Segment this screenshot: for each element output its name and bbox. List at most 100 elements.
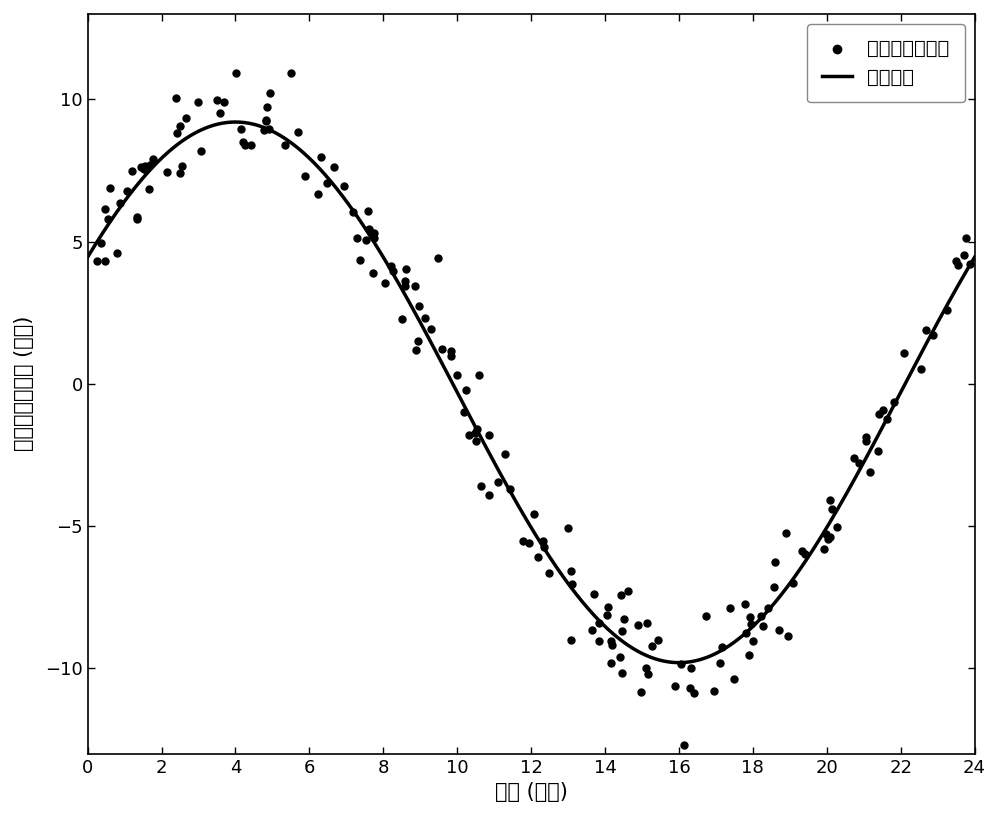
热变形定位误差 [613, 588, 629, 601]
热变形定位误差 [178, 112, 194, 125]
热变形定位误差 [172, 119, 188, 132]
拟合曲线 [473, 429, 485, 439]
拟合曲线 [969, 252, 981, 262]
拟合曲线 [692, 655, 704, 665]
热变形定位误差 [673, 658, 689, 671]
热变形定位误差 [620, 584, 636, 597]
热变形定位误差 [829, 521, 845, 534]
热变形定位误差 [712, 656, 728, 669]
热变形定位误差 [767, 556, 783, 569]
热变形定位误差 [521, 536, 537, 549]
热变形定位误差 [918, 324, 934, 337]
热变形定位误差 [846, 451, 862, 464]
热变形定位误差 [502, 482, 518, 495]
热变形定位误差 [145, 153, 161, 166]
热变形定位误差 [599, 609, 615, 622]
热变形定位误差 [319, 176, 335, 189]
热变形定位误差 [174, 159, 190, 172]
热变形定位误差 [871, 407, 887, 420]
热变形定位误差 [394, 313, 410, 326]
热变形定位误差 [497, 447, 513, 460]
热变形定位误差 [361, 222, 377, 235]
Legend: 热变形定位误差, 拟合曲线: 热变形定位误差, 拟合曲线 [807, 24, 965, 103]
热变形定位误差 [698, 610, 714, 623]
Line: 拟合曲线: 拟合曲线 [88, 122, 975, 663]
热变形定位误差 [603, 634, 619, 647]
热变形定位误差 [129, 211, 145, 224]
热变形定位误差 [469, 422, 485, 435]
热变形定位误差 [449, 369, 465, 382]
热变形定位误差 [956, 249, 972, 262]
热变形定位误差 [142, 158, 158, 171]
热变形定位误差 [129, 213, 145, 226]
热变形定位误差 [443, 344, 459, 357]
热变形定位误差 [237, 139, 253, 152]
热变形定位误差 [851, 456, 867, 469]
拟合曲线 [673, 658, 685, 667]
热变形定位误差 [563, 564, 579, 577]
热变形定位误差 [820, 532, 836, 545]
拟合曲线 [172, 139, 184, 149]
热变形定位误差 [283, 67, 299, 80]
热变形定位误差 [397, 274, 413, 287]
热变形定位误差 [755, 619, 771, 632]
热变形定位误差 [780, 630, 796, 643]
热变形定位误差 [235, 135, 251, 149]
热变形定位误差 [794, 544, 810, 557]
热变形定位误差 [461, 428, 477, 441]
热变形定位误差 [133, 160, 149, 173]
热变形定位误差 [297, 170, 313, 183]
拟合曲线 [441, 368, 453, 378]
拟合曲线 [82, 252, 94, 262]
热变形定位误差 [397, 279, 413, 292]
热变形定位误差 [714, 641, 730, 654]
热变形定位误差 [726, 672, 742, 685]
热变形定位误差 [722, 601, 738, 614]
热变形定位误差 [818, 528, 834, 541]
热变形定位误差 [824, 503, 840, 516]
热变形定位误差 [858, 431, 874, 444]
热变形定位误差 [737, 597, 753, 610]
热变形定位误差 [644, 640, 660, 653]
热变形定位误差 [243, 138, 259, 151]
热变形定位误差 [136, 162, 152, 175]
热变形定位误差 [481, 428, 497, 441]
热变形定位误差 [377, 276, 393, 289]
热变形定位误差 [785, 576, 801, 589]
热变形定位误差 [233, 122, 249, 135]
热变形定位误差 [366, 227, 382, 240]
拟合曲线 [775, 590, 787, 600]
热变形定位误差 [604, 638, 620, 651]
热变形定位误差 [816, 542, 832, 555]
热变形定位误差 [209, 93, 225, 106]
热变形定位误差 [349, 231, 365, 244]
热变形定位误差 [456, 406, 472, 419]
热变形定位误差 [256, 123, 272, 136]
热变形定位误差 [958, 231, 974, 244]
热变形定位误差 [141, 183, 157, 196]
热变形定位误差 [948, 255, 964, 268]
热变形定位误差 [950, 259, 966, 272]
热变形定位误差 [766, 580, 782, 593]
热变形定位误差 [259, 101, 275, 114]
热变形定位误差 [430, 251, 446, 264]
热变形定位误差 [913, 362, 929, 375]
热变形定位误差 [159, 165, 175, 178]
热变形定位误差 [614, 667, 630, 680]
热变形定位误差 [564, 577, 580, 590]
热变形定位误差 [706, 685, 722, 698]
热变形定位误差 [515, 534, 531, 548]
热变形定位误差 [639, 617, 655, 630]
热变形定位误差 [137, 163, 153, 176]
热变形定位误差 [443, 349, 459, 362]
热变形定位误差 [360, 205, 376, 218]
热变形定位误差 [471, 369, 487, 382]
热变形定位误差 [614, 624, 630, 637]
热变形定位误差 [458, 384, 474, 397]
热变形定位误差 [97, 203, 113, 216]
热变形定位误差 [468, 435, 484, 448]
热变形定位误差 [603, 656, 619, 669]
热变形定位误差 [771, 623, 787, 636]
热变形定位误差 [172, 166, 188, 180]
热变形定位误差 [612, 650, 628, 663]
